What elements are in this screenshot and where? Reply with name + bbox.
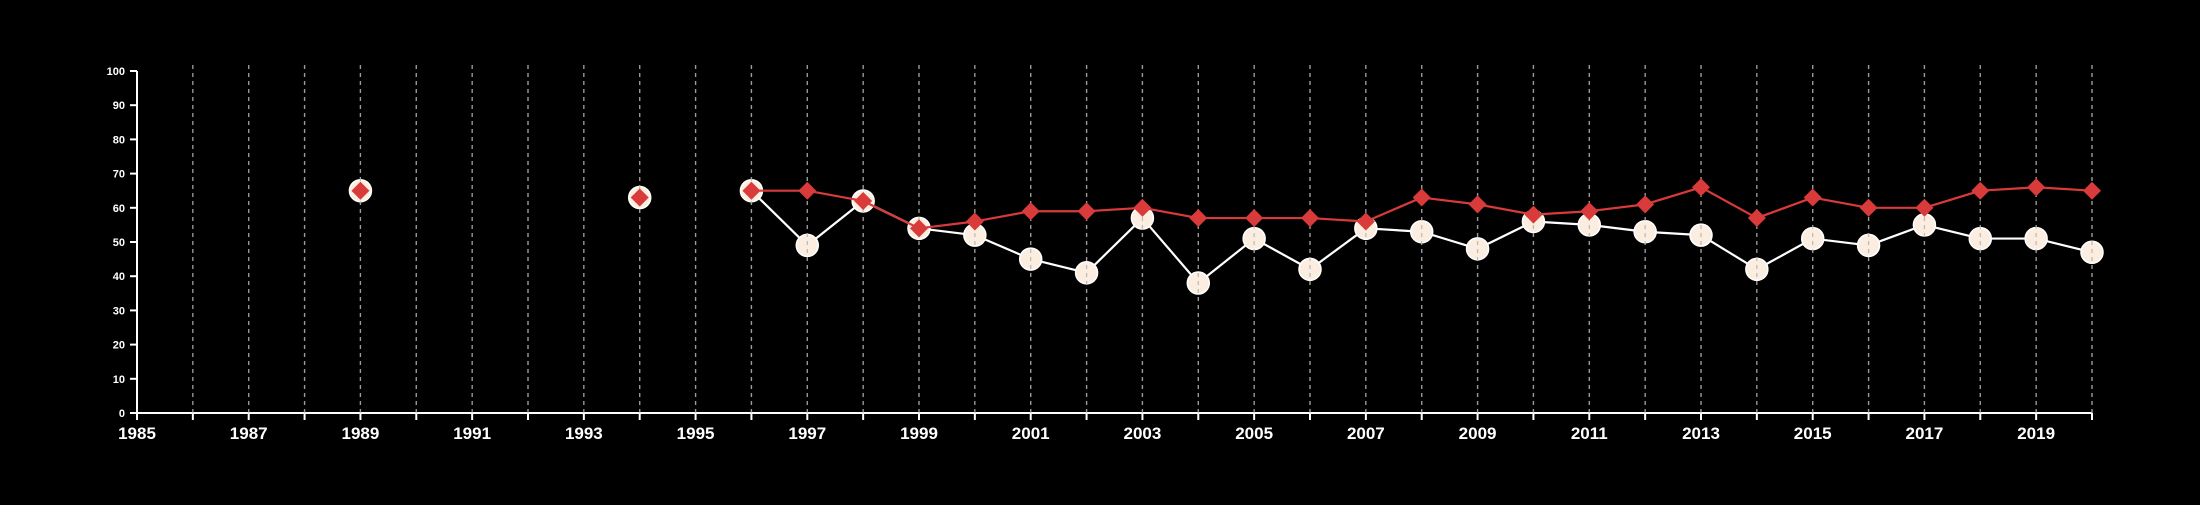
data-point-diamond [1468, 195, 1487, 214]
y-tick-label: 50 [113, 237, 125, 249]
y-tick-label: 40 [113, 271, 125, 283]
y-tick-label: 90 [113, 100, 125, 112]
x-tick-label: 2013 [1682, 424, 1720, 443]
y-tick-label: 0 [119, 408, 125, 420]
x-tick-label: 1985 [118, 424, 156, 443]
data-point-diamond [1412, 188, 1431, 207]
y-tick-label: 60 [113, 203, 125, 215]
data-point-diamond [1077, 202, 1096, 221]
data-point-diamond [1356, 212, 1375, 231]
data-point-diamond [1803, 188, 1822, 207]
y-tick-label: 20 [113, 340, 125, 352]
series-line-segment [1924, 189, 1981, 209]
x-tick-label: 2019 [2017, 424, 2055, 443]
data-point-circle [1800, 226, 1825, 251]
series-line-segment [1812, 196, 1869, 209]
series-line-segment [1533, 210, 1590, 216]
x-tick-label: 2001 [1012, 424, 1050, 443]
data-point-circle [1633, 219, 1657, 244]
x-tick-label: 2007 [1347, 424, 1385, 443]
series-line-segment [807, 189, 864, 203]
x-tick-label: 1991 [453, 424, 491, 443]
data-point-diamond [1971, 181, 1990, 200]
x-tick-label: 1999 [900, 424, 938, 443]
axis-layer: 1985 1987 1989 1991 1993 1995 1997 1999 2001 2003… [107, 66, 2093, 443]
diamond-markers [351, 178, 2101, 238]
series-line-segment [1309, 216, 1366, 223]
series-line-segment [1086, 206, 1143, 213]
data-point-diamond [1301, 209, 1319, 228]
data-point-diamond [1692, 178, 1710, 197]
y-tick-label: 30 [113, 305, 125, 317]
data-point-circle [2024, 226, 2048, 251]
x-tick-label: 1995 [677, 424, 715, 443]
series-line-segment [1421, 196, 1478, 206]
data-point-diamond [2027, 178, 2046, 197]
data-point-diamond [854, 191, 873, 210]
y-tick-label: 10 [113, 374, 125, 386]
data-point-circle [1242, 226, 1266, 251]
x-tick-label: 2017 [1906, 424, 1944, 443]
series-line-segment [974, 210, 1031, 223]
series-line-segment [750, 189, 809, 247]
data-point-diamond [742, 181, 761, 200]
data-point-diamond [1245, 209, 1264, 228]
x-tick-label: 2015 [1794, 424, 1832, 443]
data-point-diamond [1524, 205, 1543, 224]
series-line-segment [806, 200, 864, 247]
data-point-circle [1298, 257, 1322, 282]
grid-overlay [192, 65, 2093, 413]
data-point-diamond [1747, 209, 1766, 228]
x-tick-label: 1987 [230, 424, 268, 443]
data-point-diamond [798, 181, 817, 200]
data-point-diamond [630, 188, 649, 207]
series-line-segment [2036, 186, 2093, 192]
data-point-diamond [1915, 198, 1934, 217]
data-point-circle [1856, 233, 1881, 258]
series-line-segment [918, 220, 975, 230]
data-point-diamond [351, 181, 370, 200]
series-0-circle [348, 178, 2104, 295]
series-line-segment [1365, 196, 1423, 223]
x-tick-label: 1989 [342, 424, 380, 443]
series-line-segment [1980, 186, 2037, 192]
series-line-segment [1589, 203, 1646, 213]
y-tick-label: 70 [113, 169, 125, 181]
x-tick-label: 2009 [1459, 424, 1497, 443]
series-line-segment [1700, 186, 1758, 220]
data-point-diamond [1021, 202, 1040, 221]
data-point-circle [1745, 257, 1769, 282]
x-tick-label: 1993 [565, 424, 603, 443]
x-tick-label: 2011 [1571, 424, 1608, 443]
series-line-segment [1477, 203, 1534, 216]
series-line-segment [862, 199, 920, 230]
series-line-segment [1141, 217, 1200, 284]
y-tick-label: 100 [107, 66, 125, 78]
series-line-segment [1756, 196, 1814, 220]
x-tick-label: 2003 [1124, 424, 1162, 443]
y-tick-label: 80 [113, 134, 125, 146]
x-tick-label: 2005 [1235, 424, 1273, 443]
data-point-circle [795, 233, 820, 258]
series-line-segment [1085, 217, 1144, 274]
data-point-circle [1409, 219, 1434, 244]
data-point-diamond [965, 212, 984, 231]
series-1-diamond [751, 186, 2093, 230]
series-line-segment [1197, 237, 1255, 284]
data-point-diamond [910, 219, 928, 238]
data-point-diamond [1580, 202, 1599, 221]
series-line-segment [1142, 206, 1199, 220]
data-point-diamond [1189, 209, 1208, 228]
series-layer [192, 65, 2104, 413]
data-point-diamond [1133, 198, 1152, 217]
series-line-segment [1644, 186, 1702, 206]
data-point-diamond [1636, 195, 1655, 214]
data-point-circle [1968, 226, 1993, 251]
data-point-diamond [2083, 181, 2101, 200]
x-tick-label: 1997 [788, 424, 826, 443]
data-point-diamond [1859, 198, 1878, 217]
